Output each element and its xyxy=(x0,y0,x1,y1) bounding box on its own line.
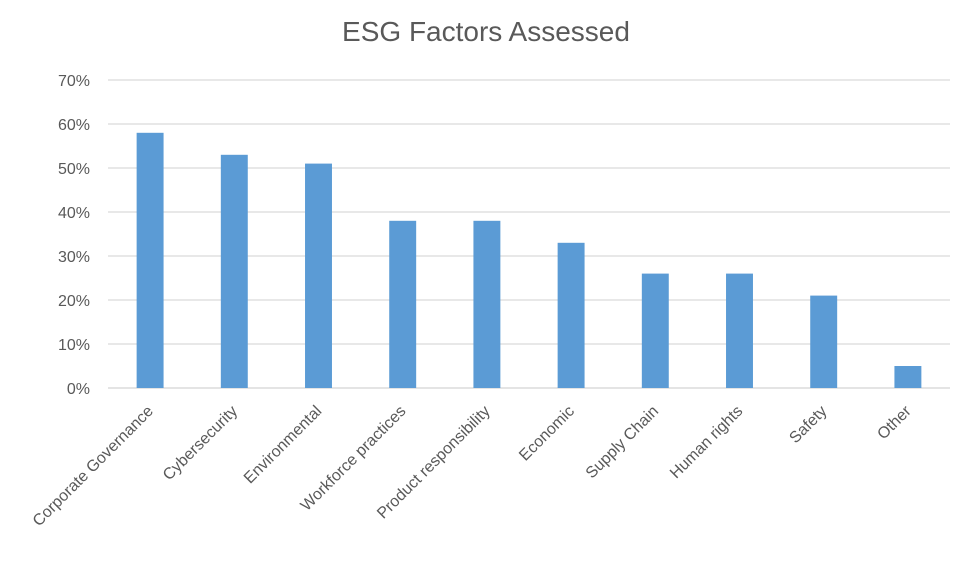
bar xyxy=(305,163,332,388)
x-tick-label: Human rights xyxy=(667,403,746,482)
bar xyxy=(894,366,922,388)
y-tick-label: 20% xyxy=(58,293,90,310)
gridlines xyxy=(108,79,950,389)
x-tick-label: Safety xyxy=(786,403,830,447)
x-tick-label: Supply Chain xyxy=(583,403,662,482)
y-tick-label: 50% xyxy=(58,161,90,178)
x-tick-label: Cybersecurity xyxy=(160,403,241,484)
y-tick-label: 60% xyxy=(58,117,90,134)
bar xyxy=(136,132,164,388)
y-tick-label: 70% xyxy=(58,73,90,90)
x-axis-tick-labels: Corporate Governance Cybersecurity Environ… xyxy=(30,402,915,530)
bar xyxy=(810,295,838,388)
y-tick-label: 10% xyxy=(58,337,90,354)
x-tick-label: Other xyxy=(874,402,915,443)
bar xyxy=(473,220,501,388)
bar xyxy=(389,220,417,388)
bar xyxy=(557,242,585,388)
y-tick-label: 40% xyxy=(58,205,90,222)
y-tick-label: 30% xyxy=(58,249,90,266)
x-tick-label: Corporate Governance xyxy=(30,403,157,530)
chart-title: ESG Factors Assessed xyxy=(342,16,630,47)
y-tick-label: 0% xyxy=(67,381,90,398)
bars xyxy=(136,132,922,388)
y-axis-tick-labels: 0% 10% 20% 30% 40% 50% 60% 70% xyxy=(58,73,90,398)
bar xyxy=(641,273,669,388)
bar xyxy=(220,154,248,388)
x-tick-label: Economic xyxy=(516,403,578,465)
x-tick-label: Environmental xyxy=(241,403,325,487)
bar xyxy=(726,273,753,388)
